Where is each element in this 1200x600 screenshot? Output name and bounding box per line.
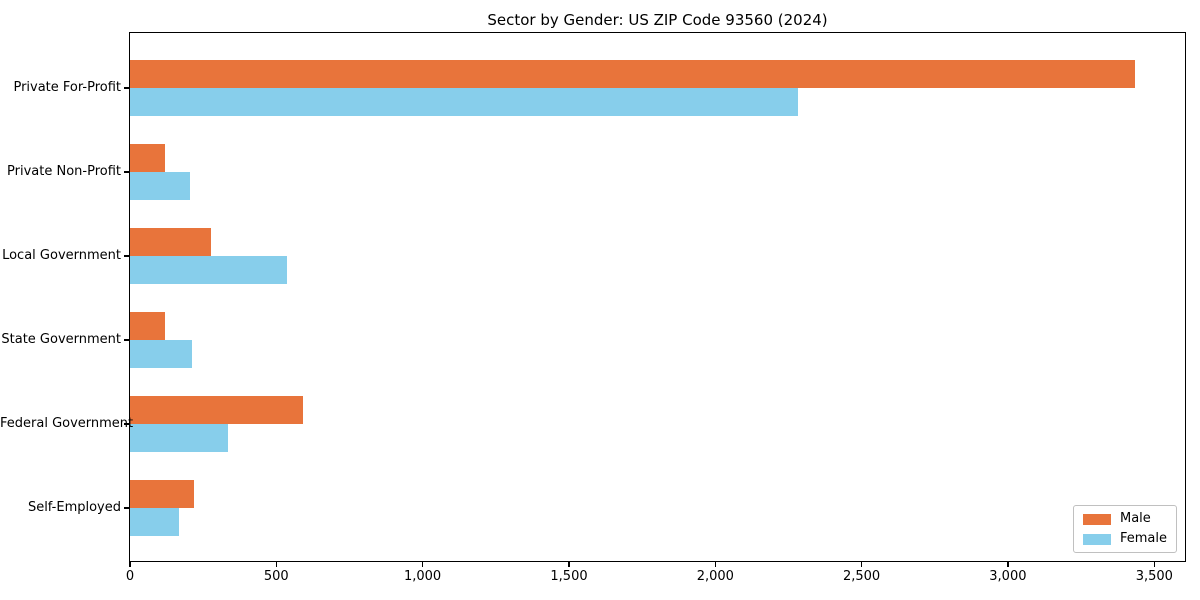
x-tick-label-0: 0 <box>125 569 135 584</box>
legend-item-female: Female <box>1082 531 1167 546</box>
x-tick-1500 <box>568 561 570 567</box>
x-tick-1000 <box>421 561 424 567</box>
bar-male-federal-government <box>129 395 303 424</box>
legend-swatch-female-icon <box>1082 533 1111 545</box>
x-tick-label-1500: 1,500 <box>550 569 588 584</box>
bar-female-private-non-profit <box>129 171 190 200</box>
legend-swatch-male-icon <box>1082 513 1111 525</box>
y-tick-state-government <box>123 339 129 341</box>
legend-label-female: Female <box>1119 531 1167 546</box>
x-tick-label-2000: 2,000 <box>696 569 734 584</box>
category-label-local-government: Local Government <box>2 248 121 263</box>
x-tick-2500 <box>860 561 863 567</box>
y-tick-federal-government <box>123 423 129 425</box>
y-tick-private-for-profit <box>123 87 129 89</box>
bar-male-self-employed <box>129 479 194 508</box>
category-label-self-employed: Self-Employed <box>27 500 121 515</box>
legend: Male Female <box>1072 505 1177 553</box>
x-tick-label-1000: 1,000 <box>403 569 442 584</box>
x-tick-label-2500: 2,500 <box>842 569 881 584</box>
x-tick-label-3500: 3,500 <box>1135 569 1173 584</box>
bar-female-self-employed <box>129 507 179 536</box>
bar-female-private-for-profit <box>129 87 798 116</box>
bar-male-private-for-profit <box>129 59 1135 88</box>
x-tick-label-3000: 3,000 <box>989 569 1027 584</box>
bar-female-state-government <box>129 339 193 368</box>
y-tick-private-non-profit <box>123 171 129 173</box>
bar-female-local-government <box>129 255 288 284</box>
x-tick-2000 <box>714 561 716 567</box>
category-label-federal-government: Federal Government <box>0 416 134 431</box>
legend-label-male: Male <box>1119 511 1151 526</box>
x-tick-3000 <box>1007 561 1009 567</box>
x-tick-0 <box>129 561 131 567</box>
x-tick-3500 <box>1153 561 1155 567</box>
y-tick-local-government <box>123 255 129 257</box>
bar-male-private-non-profit <box>129 143 166 172</box>
plot-area <box>128 31 1186 562</box>
legend-item-male: Male <box>1082 511 1167 526</box>
category-label-private-non-profit: Private Non-Profit <box>7 164 121 179</box>
category-label-private-for-profit: Private For-Profit <box>13 80 121 95</box>
bar-female-federal-government <box>129 423 228 452</box>
bar-male-state-government <box>129 311 166 340</box>
y-tick-self-employed <box>123 507 129 509</box>
category-label-state-government: State Government <box>1 332 121 347</box>
chart-title: Sector by Gender: US ZIP Code 93560 (202… <box>487 11 828 29</box>
x-tick-500 <box>275 561 278 567</box>
bar-male-local-government <box>129 227 211 256</box>
x-tick-label-500: 500 <box>263 569 289 584</box>
